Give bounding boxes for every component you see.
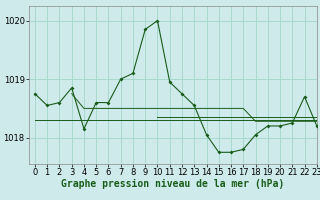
X-axis label: Graphe pression niveau de la mer (hPa): Graphe pression niveau de la mer (hPa) [61, 179, 284, 189]
